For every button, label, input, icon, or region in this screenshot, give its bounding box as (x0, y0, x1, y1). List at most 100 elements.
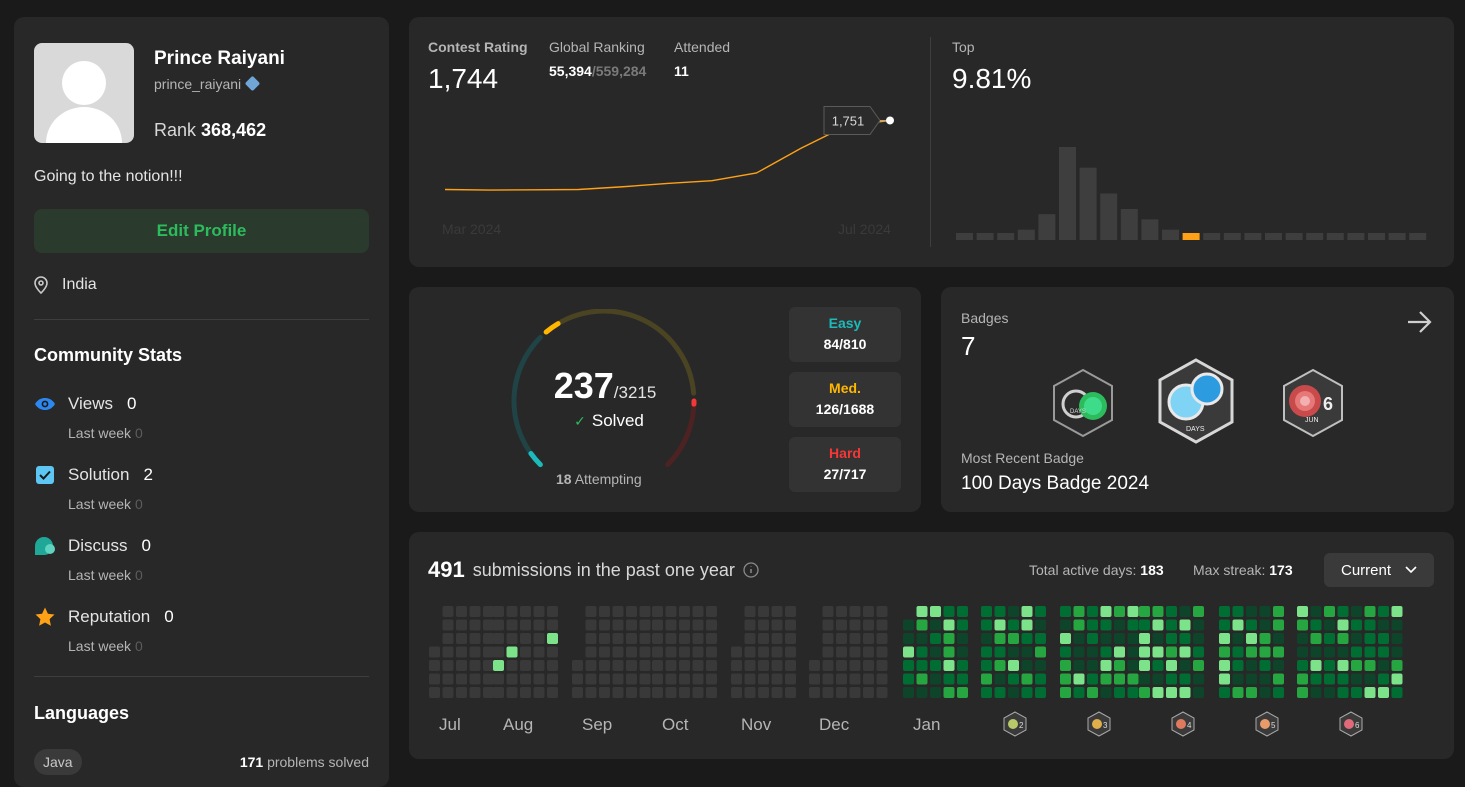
heatmap-cell (957, 633, 968, 644)
submissions-count: 491 (428, 557, 465, 583)
heatmap-cell (666, 606, 677, 617)
heatmap-cell (547, 633, 558, 644)
distribution-bar (1347, 233, 1364, 240)
stat-label: Discuss (68, 536, 128, 556)
medium-card[interactable]: Med.126/1688 (789, 372, 901, 427)
arrow-right-icon[interactable] (1406, 309, 1434, 335)
global-ranking-value: 55,394/559,284 (549, 63, 646, 79)
heatmap-cell (470, 660, 481, 671)
heatmap-cell (626, 687, 637, 698)
heatmap-cell (706, 647, 717, 658)
heatmap-cell (1219, 660, 1230, 671)
heatmap-cell (823, 606, 834, 617)
heatmap-cell (1114, 647, 1125, 658)
submissions-header: 491 submissions in the past one year (428, 557, 759, 583)
year-select-dropdown[interactable]: Current (1324, 553, 1434, 587)
heatmap-cell (599, 687, 610, 698)
edit-profile-button[interactable]: Edit Profile (34, 209, 369, 253)
heatmap-cell (836, 620, 847, 631)
info-icon[interactable] (743, 562, 759, 578)
heatmap-cell (917, 633, 928, 644)
heatmap-cell (944, 606, 955, 617)
heatmap-cell (1297, 647, 1308, 658)
heatmap-cell (599, 633, 610, 644)
language-tag[interactable]: Java (34, 749, 82, 775)
heatmap-cell (640, 687, 651, 698)
heatmap-cell (640, 660, 651, 671)
heatmap-cell (1087, 660, 1098, 671)
heatmap-cell (586, 606, 597, 617)
heatmap-cell (863, 660, 874, 671)
heatmap-cell (1180, 633, 1191, 644)
heatmap-cell (758, 606, 769, 617)
heatmap-cell (706, 674, 717, 685)
heatmap-cell (1074, 606, 1085, 617)
heatmap-cell (693, 674, 704, 685)
heatmap-cell (534, 606, 545, 617)
heatmap-cell (1338, 620, 1349, 631)
heatmap-cell (1311, 674, 1322, 685)
month-label: Sep (582, 715, 612, 734)
month-badge-icon: 5 (1256, 712, 1278, 736)
heatmap-cell (1166, 620, 1177, 631)
submissions-label: submissions in the past one year (473, 560, 735, 581)
heatmap-cell (903, 647, 914, 658)
heatmap-cell (917, 674, 928, 685)
heatmap-cell (1087, 620, 1098, 631)
recent-badge-label: Most Recent Badge (961, 450, 1084, 466)
heatmap-cell (483, 674, 494, 685)
heatmap-cell (1153, 606, 1164, 617)
heatmap-cell (586, 620, 597, 631)
100-days-badge-icon[interactable]: DAYS (1155, 357, 1237, 445)
heatmap-cell (863, 674, 874, 685)
heatmap-cell (995, 620, 1006, 631)
heatmap-cell (483, 620, 494, 631)
heatmap-cell (1311, 606, 1322, 617)
heatmap-cell (1219, 633, 1230, 644)
heatmap-cell (520, 647, 531, 658)
heatmap-cell (679, 687, 690, 698)
distribution-bar (1244, 233, 1261, 240)
heatmap-cell (1180, 620, 1191, 631)
stat-sub-value: 0 (135, 425, 143, 441)
heatmap-cell (930, 660, 941, 671)
top-distribution-chart[interactable] (954, 137, 1434, 247)
heatmap-cell (1153, 660, 1164, 671)
global-rank-number: 55,394 (549, 63, 592, 79)
heatmap-cell (981, 647, 992, 658)
heatmap-cell (850, 687, 861, 698)
solved-count: 237/3215 (549, 365, 661, 407)
heatmap-cell (1114, 687, 1125, 698)
heatmap-cell (652, 660, 663, 671)
heatmap-cell (456, 606, 467, 617)
heatmap-cell (1180, 674, 1191, 685)
heatmap-cell (930, 633, 941, 644)
heatmap-cell (429, 674, 440, 685)
heatmap-cell (903, 687, 914, 698)
heatmap-cell (493, 687, 504, 698)
active-days-value: 183 (1140, 562, 1163, 578)
heatmap-cell (1273, 674, 1284, 685)
heatmap-cell (1166, 606, 1177, 617)
ring-progress (546, 324, 558, 332)
avatar[interactable] (34, 43, 134, 143)
stat-label: Views (68, 394, 113, 414)
heatmap-cell (534, 620, 545, 631)
heatmap-cell (823, 647, 834, 658)
heatmap-cell (1365, 647, 1376, 658)
active-days: Total active days: 183 (1029, 562, 1164, 578)
month-label: Nov (741, 715, 772, 734)
50-days-badge-icon[interactable]: DAYS (1049, 367, 1117, 439)
heatmap-cell (1166, 674, 1177, 685)
heatmap-cell (493, 674, 504, 685)
heatmap-cell (1166, 647, 1177, 658)
heatmap-cell (547, 647, 558, 658)
badge-number: 5 (1271, 721, 1276, 730)
heatmap-cell (1193, 606, 1204, 617)
heatmap-cell (1297, 674, 1308, 685)
june-badge-icon[interactable]: 6 JUN (1279, 367, 1347, 439)
heatmap-cell (599, 674, 610, 685)
